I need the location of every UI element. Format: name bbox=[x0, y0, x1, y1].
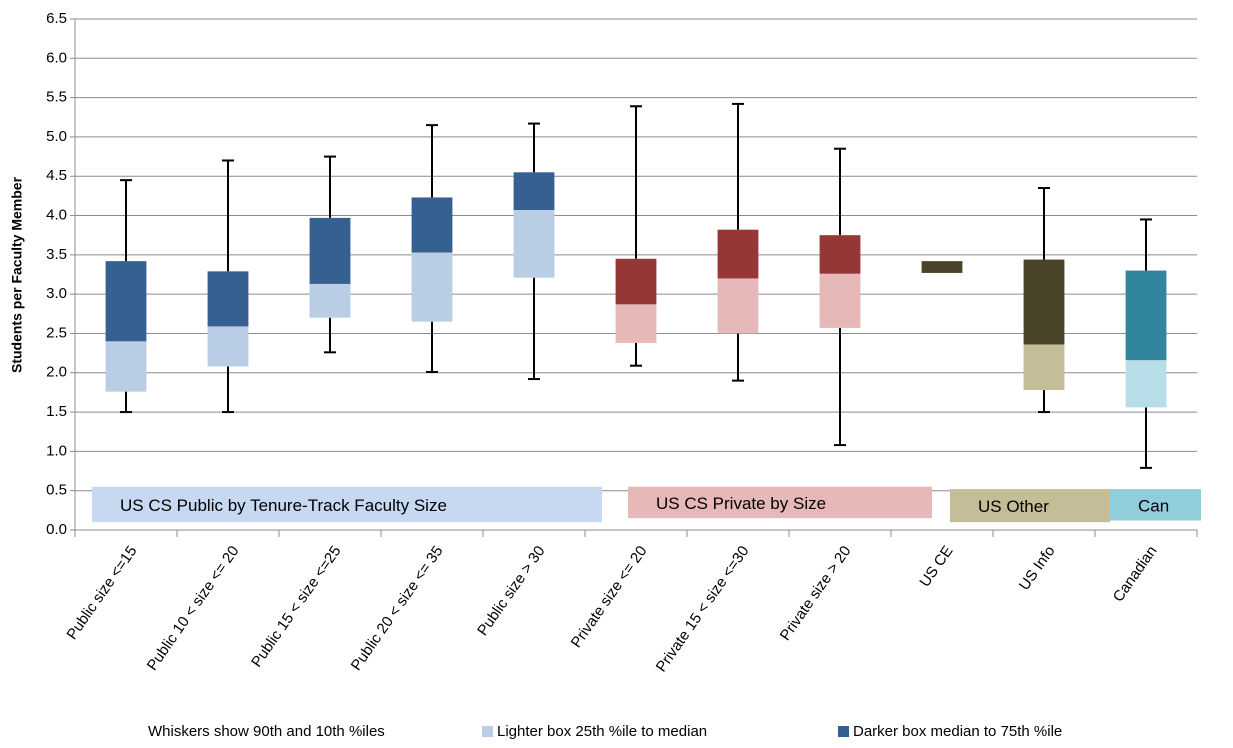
x-tick-label: Private size <= 20 bbox=[568, 543, 651, 651]
x-tick-label: Public 10 < size <= 20 bbox=[144, 543, 243, 674]
group-band bbox=[628, 486, 932, 519]
group-label: Can bbox=[1138, 496, 1169, 515]
y-tick-label: 2.5 bbox=[46, 324, 67, 341]
y-tick-label: 1.0 bbox=[46, 442, 67, 459]
y-tick-label: 6.0 bbox=[46, 49, 67, 66]
group-label: US CS Private by Size bbox=[656, 494, 826, 513]
y-tick-label: 0.5 bbox=[46, 482, 67, 499]
x-tick-label: Public size > 30 bbox=[474, 543, 548, 639]
upper-box bbox=[819, 235, 861, 274]
legend-label: Whiskers show 90th and 10th %iles bbox=[148, 723, 385, 740]
y-tick-label: 4.5 bbox=[46, 167, 67, 184]
upper-box bbox=[513, 172, 555, 211]
y-tick-label: 4.0 bbox=[46, 207, 67, 224]
lower-box bbox=[207, 326, 249, 367]
lower-box bbox=[411, 252, 453, 322]
lower-box bbox=[615, 304, 657, 343]
x-tick-label: Public 15 < size <=25 bbox=[248, 543, 344, 671]
upper-box bbox=[1125, 270, 1167, 361]
legend-swatch bbox=[838, 726, 849, 737]
x-tick-label: Public size <=15 bbox=[63, 543, 140, 643]
x-tick-label: Canadian bbox=[1110, 543, 1161, 605]
lower-box bbox=[513, 210, 555, 278]
lower-box bbox=[1125, 360, 1167, 408]
legend-swatch bbox=[482, 726, 493, 737]
y-tick-label: 2.0 bbox=[46, 364, 67, 381]
upper-box bbox=[207, 271, 249, 327]
group-band bbox=[950, 489, 1110, 523]
x-tick-label: Private 15 < size <=30 bbox=[653, 543, 753, 675]
lower-box bbox=[1023, 344, 1065, 391]
upper-box bbox=[615, 258, 657, 305]
y-tick-label: 0.0 bbox=[46, 521, 67, 538]
upper-box bbox=[717, 229, 759, 279]
upper-box bbox=[309, 217, 351, 284]
y-tick-label: 3.0 bbox=[46, 285, 67, 302]
y-tick-label: 5.0 bbox=[46, 128, 67, 145]
y-tick-label: 6.5 bbox=[46, 10, 67, 27]
x-tick-label: US Info bbox=[1016, 543, 1059, 594]
lower-box bbox=[717, 278, 759, 334]
upper-box bbox=[105, 261, 147, 342]
x-tick-label: Private size > 20 bbox=[777, 543, 855, 644]
y-tick-label: 1.5 bbox=[46, 403, 67, 420]
upper-box bbox=[1023, 259, 1065, 345]
group-label: US CS Public by Tenure-Track Faculty Siz… bbox=[120, 496, 447, 515]
lower-box bbox=[105, 341, 147, 392]
group-band bbox=[1110, 489, 1201, 521]
upper-box bbox=[921, 261, 963, 273]
group-label: US Other bbox=[978, 497, 1049, 516]
legend-label: Darker box median to 75th %ile bbox=[853, 723, 1062, 740]
x-tick-label: Public 20 < size <= 35 bbox=[348, 543, 447, 674]
group-band bbox=[92, 486, 602, 523]
y-axis-title: Students per Faculty Member bbox=[9, 176, 25, 373]
legend-label: Lighter box 25th %ile to median bbox=[497, 723, 707, 740]
upper-box bbox=[411, 197, 453, 253]
x-tick-label: US CE bbox=[916, 543, 956, 590]
y-tick-label: 5.5 bbox=[46, 89, 67, 106]
y-tick-label: 3.5 bbox=[46, 246, 67, 263]
lower-box bbox=[819, 273, 861, 328]
lower-box bbox=[309, 283, 351, 318]
